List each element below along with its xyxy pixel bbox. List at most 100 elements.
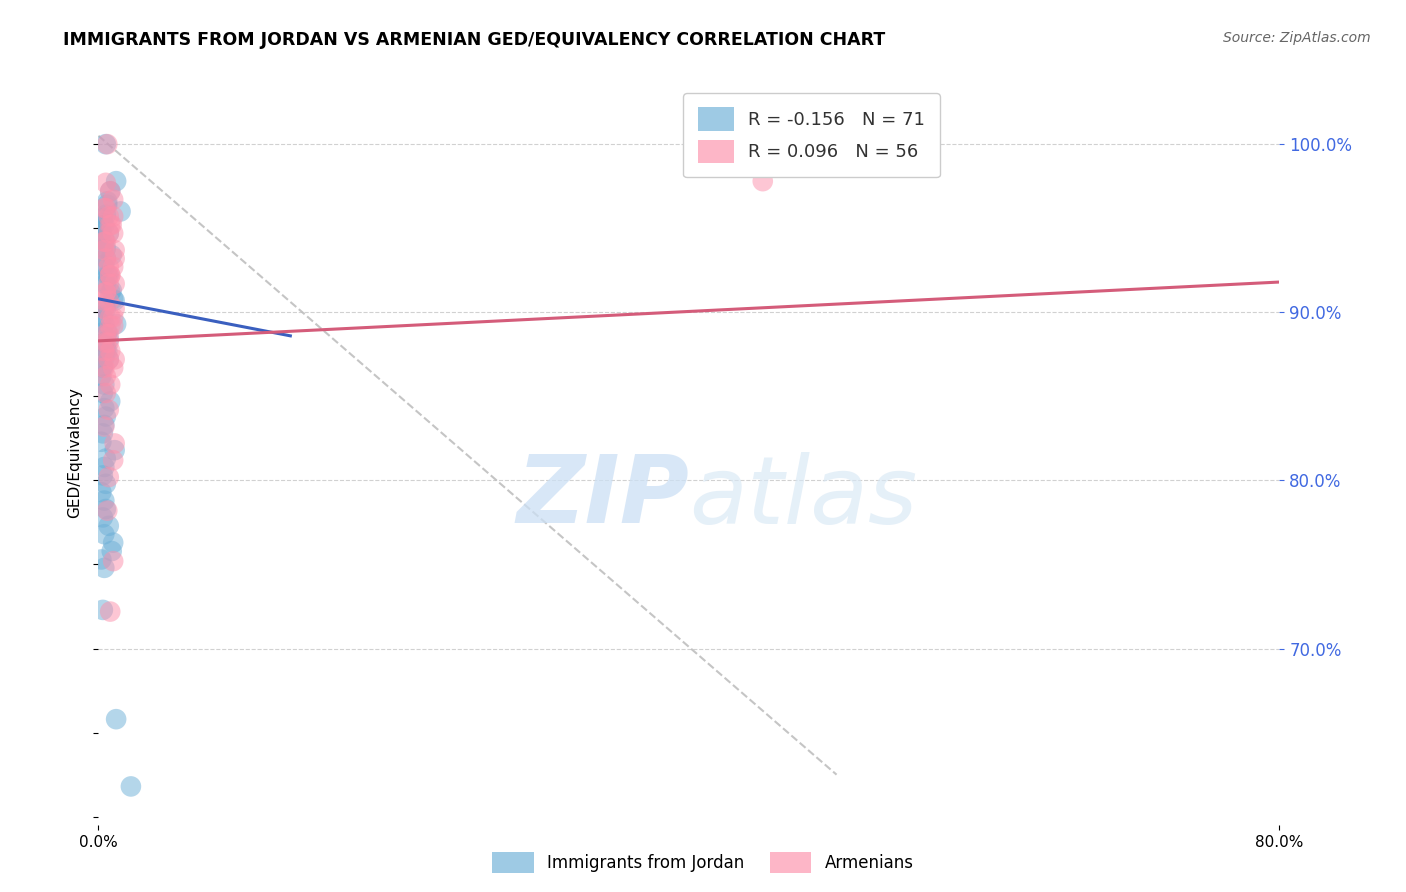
Point — [94, 252, 117, 266]
Point — [104, 436, 127, 450]
Point — [94, 208, 117, 222]
Point — [94, 301, 117, 316]
Point — [93, 351, 115, 365]
Point — [91, 359, 114, 373]
Point — [98, 377, 121, 392]
Point — [94, 409, 117, 424]
Point — [103, 227, 125, 241]
Point — [103, 310, 125, 325]
Point — [90, 233, 112, 247]
Point — [93, 419, 115, 434]
Point — [93, 301, 115, 316]
Point — [93, 293, 115, 308]
Text: Source: ZipAtlas.com: Source: ZipAtlas.com — [1223, 31, 1371, 45]
Point — [98, 268, 121, 283]
Point — [104, 443, 127, 458]
Point — [103, 453, 125, 467]
Point — [105, 174, 128, 188]
Legend: Immigrants from Jordan, Armenians: Immigrants from Jordan, Armenians — [485, 846, 921, 880]
Point — [104, 243, 127, 257]
Point — [97, 518, 120, 533]
Point — [96, 137, 118, 152]
Point — [110, 204, 132, 219]
Point — [105, 317, 128, 331]
Point — [96, 194, 118, 209]
Point — [97, 352, 120, 367]
Point — [94, 386, 117, 401]
Point — [98, 218, 121, 232]
Point — [104, 352, 127, 367]
Point — [90, 485, 112, 500]
Point — [97, 227, 120, 241]
Point — [98, 394, 121, 409]
Point — [103, 292, 125, 306]
Point — [91, 216, 114, 230]
Point — [94, 451, 117, 466]
Point — [96, 504, 118, 518]
Point — [103, 260, 125, 274]
Point — [97, 210, 120, 224]
Point — [94, 327, 117, 342]
Point — [93, 401, 115, 416]
Legend: R = -0.156   N = 71, R = 0.096   N = 56: R = -0.156 N = 71, R = 0.096 N = 56 — [683, 93, 939, 178]
Text: IMMIGRANTS FROM JORDAN VS ARMENIAN GED/EQUIVALENCY CORRELATION CHART: IMMIGRANTS FROM JORDAN VS ARMENIAN GED/E… — [63, 31, 886, 49]
Point — [104, 277, 127, 291]
Point — [104, 252, 127, 266]
Point — [93, 201, 115, 215]
Point — [90, 434, 112, 449]
Point — [96, 197, 118, 211]
Point — [91, 326, 114, 340]
Point — [90, 552, 112, 566]
Point — [94, 201, 117, 215]
Point — [91, 510, 114, 524]
Point — [97, 277, 120, 291]
Point — [91, 310, 114, 325]
Point — [90, 309, 112, 323]
Point — [91, 211, 114, 226]
Point — [105, 712, 128, 726]
Point — [93, 218, 115, 232]
Point — [93, 300, 115, 314]
Point — [100, 218, 122, 232]
Point — [103, 318, 125, 333]
Point — [97, 402, 120, 417]
Text: ZIP: ZIP — [516, 451, 689, 543]
Point — [100, 284, 122, 298]
Point — [94, 343, 117, 357]
Point — [98, 343, 121, 358]
Point — [98, 268, 121, 283]
Point — [93, 417, 115, 432]
Point — [98, 184, 121, 198]
Point — [93, 527, 115, 541]
Point — [104, 301, 127, 316]
Point — [97, 352, 120, 367]
Point — [94, 277, 117, 291]
Point — [93, 561, 115, 575]
Point — [91, 426, 114, 441]
Point — [93, 377, 115, 392]
Point — [94, 285, 117, 299]
Point — [120, 780, 142, 794]
Point — [93, 260, 115, 274]
Point — [97, 293, 120, 308]
Point — [91, 386, 114, 401]
Point — [94, 476, 117, 491]
Point — [93, 277, 115, 291]
Point — [94, 235, 117, 249]
Point — [93, 493, 115, 508]
Point — [93, 317, 115, 331]
Point — [91, 468, 114, 483]
Point — [97, 260, 120, 274]
Point — [97, 470, 120, 484]
Text: atlas: atlas — [689, 452, 917, 543]
Point — [96, 343, 118, 358]
Point — [93, 460, 115, 475]
Point — [94, 285, 117, 299]
Point — [97, 227, 120, 241]
Point — [98, 184, 121, 198]
Point — [93, 343, 115, 358]
Point — [93, 233, 115, 247]
Point — [91, 258, 114, 272]
Point — [90, 369, 112, 384]
Point — [103, 360, 125, 375]
